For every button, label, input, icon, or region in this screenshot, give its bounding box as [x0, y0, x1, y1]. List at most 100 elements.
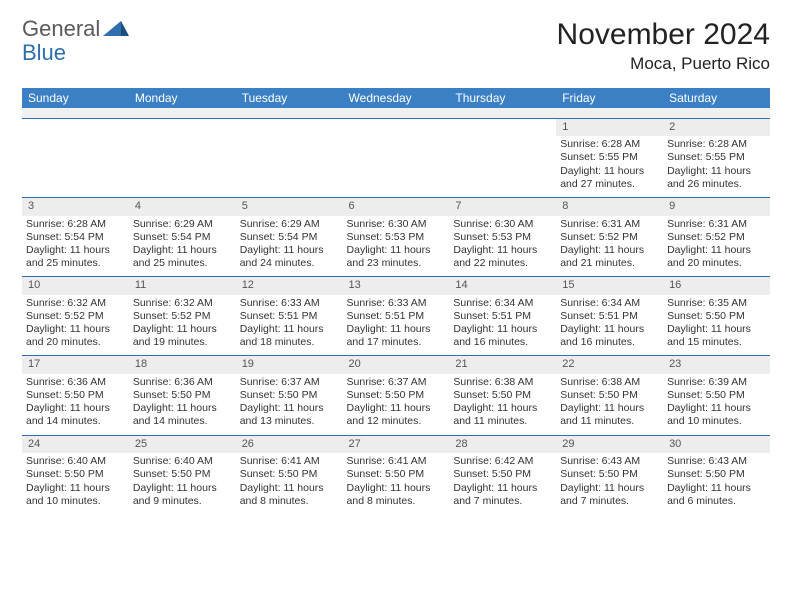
sunset-text: Sunset: 5:50 PM [560, 468, 659, 481]
sunrise-text: Sunrise: 6:31 AM [560, 218, 659, 231]
day-number: 12 [236, 277, 343, 295]
day-number: 19 [236, 356, 343, 374]
day-number: 27 [343, 436, 450, 454]
empty-cell [449, 118, 556, 197]
day-number: 10 [22, 277, 129, 295]
sunrise-text: Sunrise: 6:34 AM [453, 297, 552, 310]
day-header: Tuesday [236, 88, 343, 108]
sunrise-text: Sunrise: 6:30 AM [453, 218, 552, 231]
day-number: 25 [129, 436, 236, 454]
daylight-text: Daylight: 11 hours and 14 minutes. [26, 402, 125, 428]
day-number: 6 [343, 198, 450, 216]
sunrise-text: Sunrise: 6:33 AM [240, 297, 339, 310]
sunset-text: Sunset: 5:50 PM [453, 468, 552, 481]
day-header-row: SundayMondayTuesdayWednesdayThursdayFrid… [22, 88, 770, 108]
day-header: Thursday [449, 88, 556, 108]
day-number: 4 [129, 198, 236, 216]
sunrise-text: Sunrise: 6:39 AM [667, 376, 766, 389]
daylight-text: Daylight: 11 hours and 25 minutes. [26, 244, 125, 270]
sunset-text: Sunset: 5:50 PM [240, 389, 339, 402]
sunrise-text: Sunrise: 6:28 AM [26, 218, 125, 231]
day-number: 22 [556, 356, 663, 374]
sunset-text: Sunset: 5:53 PM [453, 231, 552, 244]
day-number: 17 [22, 356, 129, 374]
header: General November 2024 Moca, Puerto Rico [22, 18, 770, 74]
day-number: 18 [129, 356, 236, 374]
sunrise-text: Sunrise: 6:29 AM [133, 218, 232, 231]
daylight-text: Daylight: 11 hours and 15 minutes. [667, 323, 766, 349]
day-number: 13 [343, 277, 450, 295]
sunrise-text: Sunrise: 6:41 AM [347, 455, 446, 468]
sunset-text: Sunset: 5:51 PM [560, 310, 659, 323]
sunset-text: Sunset: 5:50 PM [667, 310, 766, 323]
day-cell: 28Sunrise: 6:42 AMSunset: 5:50 PMDayligh… [449, 435, 556, 514]
sunset-text: Sunset: 5:51 PM [240, 310, 339, 323]
day-number: 2 [663, 119, 770, 137]
day-cell: 1Sunrise: 6:28 AMSunset: 5:55 PMDaylight… [556, 118, 663, 197]
sunset-text: Sunset: 5:50 PM [133, 389, 232, 402]
sunrise-text: Sunrise: 6:30 AM [347, 218, 446, 231]
daylight-text: Daylight: 11 hours and 10 minutes. [26, 482, 125, 508]
sunrise-text: Sunrise: 6:40 AM [133, 455, 232, 468]
day-number: 29 [556, 436, 663, 454]
daylight-text: Daylight: 11 hours and 11 minutes. [453, 402, 552, 428]
day-number: 8 [556, 198, 663, 216]
day-number: 1 [556, 119, 663, 137]
logo-text-blue: Blue [22, 40, 66, 66]
sunset-text: Sunset: 5:50 PM [347, 468, 446, 481]
sunset-text: Sunset: 5:50 PM [26, 389, 125, 402]
day-number: 26 [236, 436, 343, 454]
day-number: 30 [663, 436, 770, 454]
calendar-week-row: 1Sunrise: 6:28 AM Sunset: 5:55 PM Daylight… [22, 118, 770, 197]
day-cell: 25Sunrise: 6:40 AMSunset: 5:50 PMDayligh… [129, 435, 236, 514]
sunset-text: Sunset: 5:55 PM [667, 151, 766, 164]
day-number: 21 [449, 356, 556, 374]
sunset-text: Sunset: 5:50 PM [133, 468, 232, 481]
sunset-text: Sunset: 5:52 PM [667, 231, 766, 244]
day-header: Sunday [22, 88, 129, 108]
day-number: 11 [129, 277, 236, 295]
day-cell: 9Sunrise: 6:31 AMSunset: 5:52 PMDaylight… [663, 197, 770, 276]
daylight-text: Daylight: 11 hours and 11 minutes. [560, 402, 659, 428]
sunrise-text: Sunrise: 6:38 AM [560, 376, 659, 389]
day-number: 23 [663, 356, 770, 374]
sunrise-text: Sunrise: 6:34 AM [560, 297, 659, 310]
daylight-text: Daylight: 11 hours and 22 minutes. [453, 244, 552, 270]
sunset-text: Sunset: 5:52 PM [133, 310, 232, 323]
day-cell: 24Sunrise: 6:40 AMSunset: 5:50 PMDayligh… [22, 435, 129, 514]
sunset-text: Sunset: 5:52 PM [26, 310, 125, 323]
day-header: Saturday [663, 88, 770, 108]
logo-text-general: General [22, 18, 100, 40]
day-number: 14 [449, 277, 556, 295]
sunset-text: Sunset: 5:50 PM [560, 389, 659, 402]
sunrise-text: Sunrise: 6:28 AM [560, 138, 659, 151]
sunrise-text: Sunrise: 6:37 AM [347, 376, 446, 389]
logo-mark-icon [103, 18, 129, 40]
daylight-text: Daylight: 11 hours and 16 minutes. [453, 323, 552, 349]
day-cell: 4Sunrise: 6:29 AMSunset: 5:54 PMDaylight… [129, 197, 236, 276]
sunrise-text: Sunrise: 6:43 AM [667, 455, 766, 468]
daylight-text: Daylight: 11 hours and 27 minutes. [560, 165, 659, 191]
daylight-text: Daylight: 11 hours and 20 minutes. [667, 244, 766, 270]
daylight-text: Daylight: 11 hours and 20 minutes. [26, 323, 125, 349]
sunset-text: Sunset: 5:52 PM [560, 231, 659, 244]
calendar-week-row: 17Sunrise: 6:36 AMSunset: 5:50 PMDayligh… [22, 356, 770, 435]
day-number: 15 [556, 277, 663, 295]
sunset-text: Sunset: 5:51 PM [347, 310, 446, 323]
day-cell: 17Sunrise: 6:36 AMSunset: 5:50 PMDayligh… [22, 356, 129, 435]
day-cell: 16Sunrise: 6:35 AMSunset: 5:50 PMDayligh… [663, 277, 770, 356]
empty-cell [343, 118, 450, 197]
day-number: 3 [22, 198, 129, 216]
calendar-table: SundayMondayTuesdayWednesdayThursdayFrid… [22, 88, 770, 514]
sunrise-text: Sunrise: 6:38 AM [453, 376, 552, 389]
sunset-text: Sunset: 5:53 PM [347, 231, 446, 244]
day-number: 9 [663, 198, 770, 216]
day-cell: 19Sunrise: 6:37 AMSunset: 5:50 PMDayligh… [236, 356, 343, 435]
day-cell: 5Sunrise: 6:29 AMSunset: 5:54 PMDaylight… [236, 197, 343, 276]
day-header: Wednesday [343, 88, 450, 108]
daylight-text: Daylight: 11 hours and 19 minutes. [133, 323, 232, 349]
sunrise-text: Sunrise: 6:29 AM [240, 218, 339, 231]
day-number: 5 [236, 198, 343, 216]
daylight-text: Daylight: 11 hours and 9 minutes. [133, 482, 232, 508]
daylight-text: Daylight: 11 hours and 18 minutes. [240, 323, 339, 349]
